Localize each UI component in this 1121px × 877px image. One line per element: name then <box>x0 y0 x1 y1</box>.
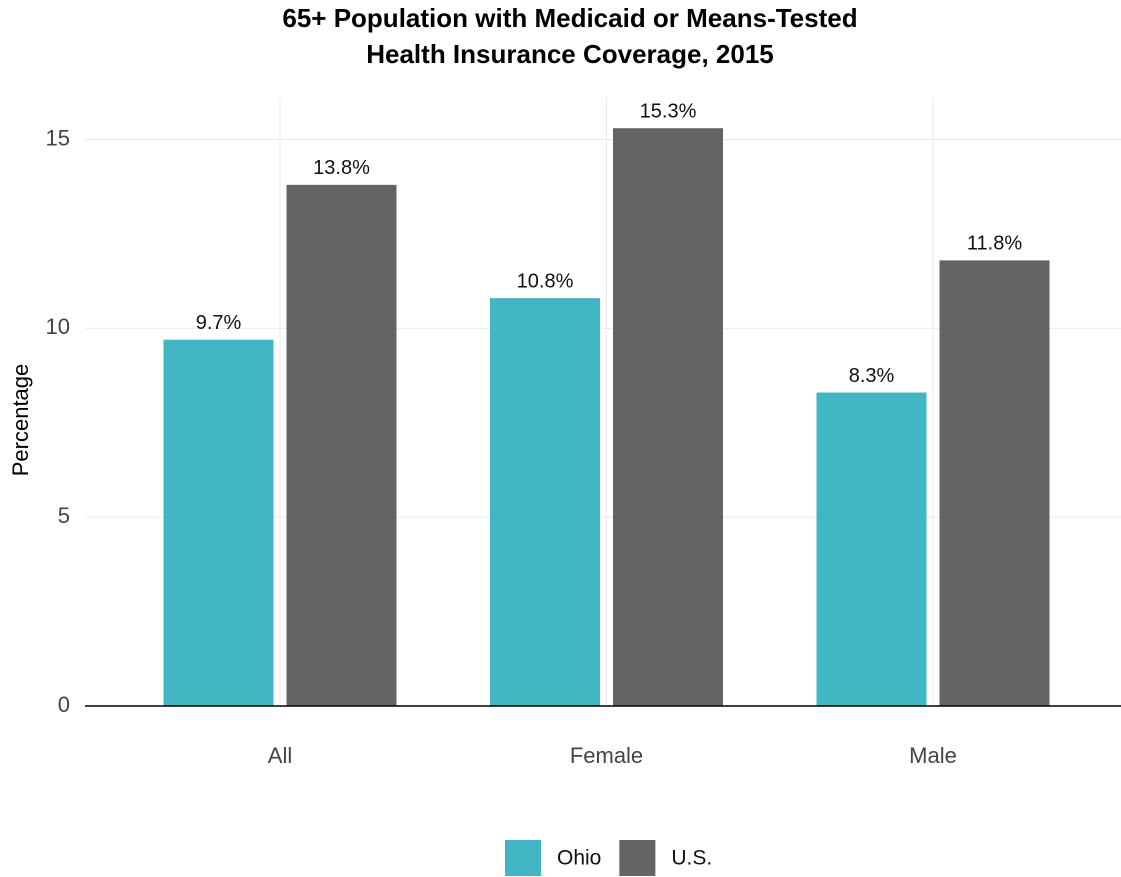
x-tick-label: All <box>268 743 292 768</box>
legend-swatch <box>619 840 656 876</box>
legend-label: U.S. <box>671 847 712 870</box>
y-tick-label: 0 <box>58 692 70 717</box>
x-tick-label: Female <box>570 743 643 768</box>
bar <box>163 339 274 706</box>
y-tick-label: 15 <box>46 125 70 150</box>
y-tick-label: 10 <box>46 314 70 339</box>
data-label: 13.8% <box>313 157 370 179</box>
x-tick-label: Male <box>909 743 957 768</box>
bar <box>939 260 1050 706</box>
bar <box>286 184 397 706</box>
y-axis-label: Percentage <box>8 364 33 477</box>
bar <box>613 128 723 706</box>
bar <box>490 298 600 706</box>
data-label: 11.8% <box>967 233 1022 255</box>
legend-label: Ohio <box>557 847 601 870</box>
chart-title: 65+ Population with Medicaid or Means-Te… <box>282 3 857 33</box>
chart-title: Health Insurance Coverage, 2015 <box>366 39 774 69</box>
data-label: 10.8% <box>517 270 574 292</box>
data-label: 8.3% <box>849 365 895 387</box>
bar <box>816 392 927 706</box>
legend-swatch <box>505 840 541 876</box>
data-label: 9.7% <box>196 312 242 334</box>
y-tick-label: 5 <box>58 503 70 528</box>
data-label: 15.3% <box>640 100 697 122</box>
